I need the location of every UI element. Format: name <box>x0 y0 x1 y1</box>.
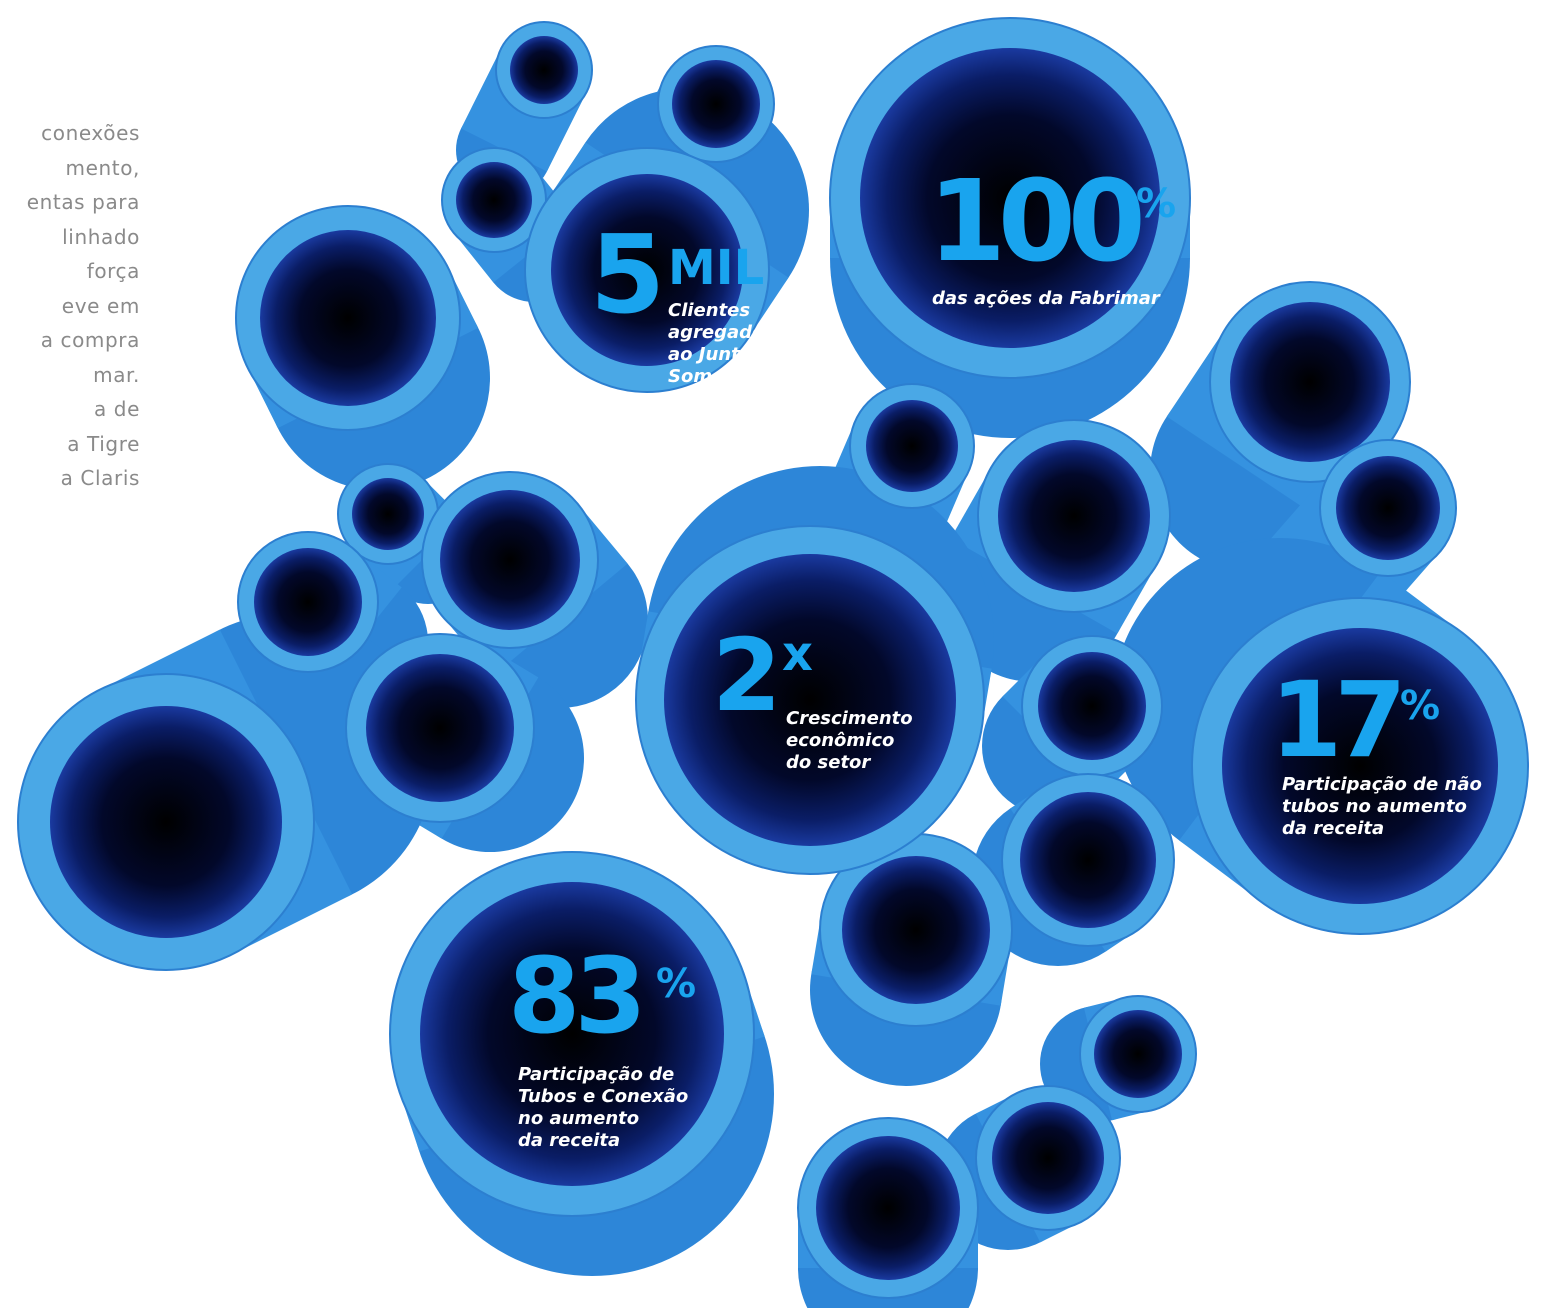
caption-line: ao Juntos <box>668 344 763 365</box>
caption-line: da receita <box>518 1130 621 1151</box>
stat-unit: % <box>1136 181 1177 227</box>
stat-clients: 5 MIL Clientes agregados ao Juntos Somos… <box>590 213 775 388</box>
stat-fabrimar: 100 % das ações da Fabrimar <box>928 157 1176 309</box>
pipe-opening <box>816 1136 960 1280</box>
pipe-opening <box>510 36 578 104</box>
pipe-opening <box>352 478 424 550</box>
stat-non-tubes: 17 % Participação de não tubos no aument… <box>1270 659 1482 839</box>
caption-line: Tubos e Conexão <box>518 1086 689 1107</box>
text-line: a de <box>93 397 140 421</box>
stat-caption: Participação de Tubos e Conexão no aumen… <box>518 1064 688 1152</box>
pipe-opening <box>1020 792 1156 928</box>
stat-growth: 2 x Crescimento econômico do setor <box>712 617 913 774</box>
caption-line: Clientes <box>668 300 751 321</box>
pipe-opening <box>1094 1010 1182 1098</box>
stat-unit: % <box>1400 683 1441 729</box>
stat-value: 100 <box>928 157 1146 287</box>
caption-line: agregados <box>668 322 776 343</box>
pipe-opening <box>1038 652 1146 760</box>
pipe-opening <box>366 654 514 802</box>
text-line: a Tigre <box>67 431 140 456</box>
stat-caption: Crescimento econômico do setor <box>786 708 913 774</box>
stat-caption: Clientes agregados ao Juntos Somos + <box>668 300 775 388</box>
pipe-opening <box>440 490 580 630</box>
caption-line: da receita <box>1282 818 1385 839</box>
caption-line: das ações da Fabrimar <box>932 288 1160 309</box>
stat-unit: x <box>782 626 813 682</box>
pipe-opening <box>551 174 743 366</box>
text-line: mento, <box>65 155 140 180</box>
caption-line: econômico <box>786 730 895 751</box>
text-line: conexões <box>41 121 140 145</box>
caption-line: tubos no aumento <box>1282 796 1467 817</box>
caption-line: do setor <box>786 752 871 773</box>
pipe-opening <box>866 400 958 492</box>
pipe-ends <box>17 17 1529 1299</box>
pipe-opening <box>842 856 990 1004</box>
caption-line: Crescimento <box>786 708 913 729</box>
stat-value: 2 <box>712 617 782 734</box>
text-line: eve em <box>61 293 140 318</box>
pipe-opening <box>998 440 1150 592</box>
pipe-opening <box>1336 456 1440 560</box>
pipe-opening <box>254 548 362 656</box>
stat-value: 5 <box>590 213 666 338</box>
text-line: a Claris <box>60 466 140 490</box>
caption-line: Participação de <box>518 1064 675 1085</box>
pipe-opening <box>672 60 760 148</box>
text-line: força <box>86 259 140 283</box>
pipe-opening <box>420 882 724 1186</box>
caption-line: Somos + <box>668 366 757 387</box>
body-text-fragment: conexões mento, entas para linhado força… <box>0 116 140 496</box>
text-line: linhado <box>62 224 140 249</box>
stat-value: 17 <box>1270 659 1407 781</box>
pipe-opening <box>260 230 436 406</box>
stat-value: 83 <box>508 935 647 1057</box>
text-line: a compra <box>40 328 140 352</box>
pipe-opening <box>992 1102 1104 1214</box>
stat-tubes: 83 % Participação de Tubos e Conexão no … <box>508 935 696 1151</box>
stat-unit: MIL <box>668 240 765 296</box>
text-line: mar. <box>93 362 140 387</box>
pipe-opening <box>860 48 1160 348</box>
text-line: entas para <box>26 190 140 214</box>
stat-caption: das ações da Fabrimar <box>932 288 1160 310</box>
pipe-opening <box>456 162 532 238</box>
caption-line: no aumento <box>518 1108 640 1129</box>
stat-caption: Participação de não tubos no aumento da … <box>1282 774 1482 840</box>
pipe-opening <box>1230 302 1390 462</box>
pipe-opening <box>50 706 282 938</box>
caption-line: Participação de não <box>1282 774 1482 795</box>
stat-unit: % <box>656 961 697 1007</box>
pipe-opening <box>1222 628 1498 904</box>
pipe-opening <box>664 554 956 846</box>
